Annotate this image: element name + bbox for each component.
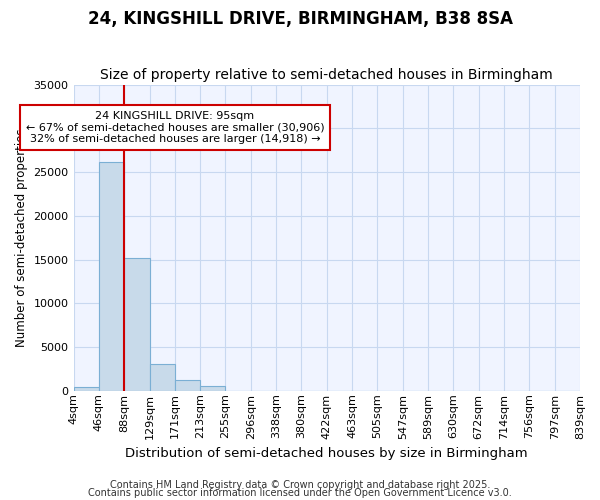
Bar [175,380,200,391]
Y-axis label: Number of semi-detached properties: Number of semi-detached properties [15,128,28,347]
Bar [149,364,175,391]
Text: 24, KINGSHILL DRIVE, BIRMINGHAM, B38 8SA: 24, KINGSHILL DRIVE, BIRMINGHAM, B38 8SA [88,10,512,28]
Bar [124,258,149,391]
Title: Size of property relative to semi-detached houses in Birmingham: Size of property relative to semi-detach… [100,68,553,82]
Bar [74,388,99,391]
Text: 24 KINGSHILL DRIVE: 95sqm
← 67% of semi-detached houses are smaller (30,906)
32%: 24 KINGSHILL DRIVE: 95sqm ← 67% of semi-… [26,111,324,144]
X-axis label: Distribution of semi-detached houses by size in Birmingham: Distribution of semi-detached houses by … [125,447,528,460]
Bar [99,162,124,391]
Text: Contains HM Land Registry data © Crown copyright and database right 2025.: Contains HM Land Registry data © Crown c… [110,480,490,490]
Text: Contains public sector information licensed under the Open Government Licence v3: Contains public sector information licen… [88,488,512,498]
Bar [200,386,226,391]
